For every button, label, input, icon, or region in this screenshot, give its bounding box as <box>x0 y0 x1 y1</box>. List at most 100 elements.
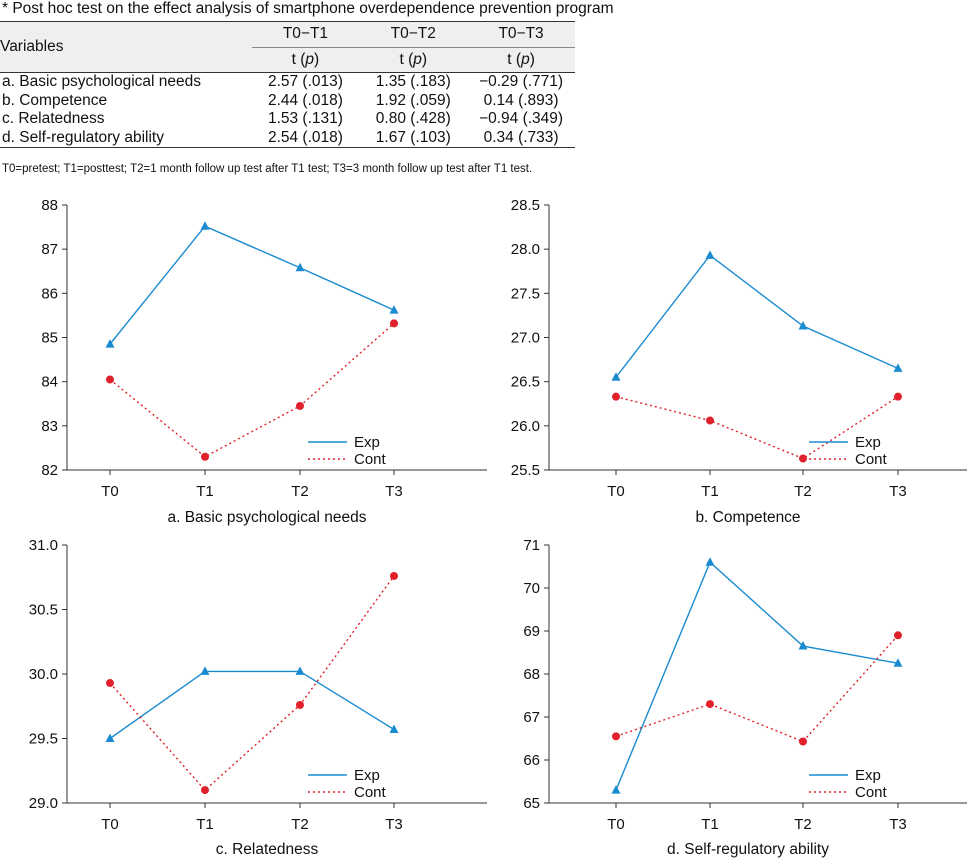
y-tick-label: 82 <box>41 462 58 479</box>
row-label: b. Competence <box>2 91 108 109</box>
header-variables: Variables <box>0 21 252 73</box>
x-tick-label: T3 <box>385 816 403 833</box>
y-tick-label: 85 <box>41 330 58 347</box>
data-point-cont <box>706 700 714 709</box>
x-tick-label: T1 <box>196 483 214 500</box>
legend-label-cont: Cont <box>354 784 387 801</box>
data-point-cont <box>296 401 304 410</box>
y-tick-label: 29.5 <box>29 731 58 748</box>
data-point-exp <box>105 733 115 742</box>
y-tick-label: 25.5 <box>511 462 540 479</box>
y-tick-label: 83 <box>41 418 58 435</box>
data-point-exp <box>389 305 399 314</box>
y-tick-label: 28.5 <box>511 197 540 214</box>
data-point-exp <box>611 372 621 381</box>
data-point-exp <box>389 724 399 733</box>
x-tick-label: T3 <box>889 483 907 500</box>
data-point-exp <box>295 666 305 675</box>
y-tick-label: 67 <box>523 709 540 726</box>
data-point-exp <box>705 557 715 566</box>
y-tick-label: 65 <box>523 795 540 812</box>
legend-label-exp: Exp <box>855 434 881 451</box>
chart-title: d. Self-regulatory ability <box>667 841 829 858</box>
data-point-cont <box>106 679 114 688</box>
header-sub-t-p: t (p) <box>359 47 468 73</box>
series-line-cont <box>109 322 395 458</box>
y-tick-label: 70 <box>523 580 540 597</box>
x-tick-label: T0 <box>607 816 625 833</box>
data-point-cont <box>612 732 620 741</box>
chart-title: a. Basic psychological needs <box>167 509 366 526</box>
row-value: 0.14 (.893) <box>483 91 559 109</box>
x-tick-label: T2 <box>291 483 309 500</box>
x-tick-label: T1 <box>196 816 214 833</box>
data-point-exp <box>798 641 808 650</box>
table-caption: * Post hoc test on the effect analysis o… <box>2 0 614 17</box>
header-sub-t-p: t (p) <box>467 47 575 73</box>
row-value: −0.94 (.349) <box>479 110 564 127</box>
x-tick-label: T0 <box>607 483 625 500</box>
row-label: a. Basic psychological needs <box>0 72 252 92</box>
legend-label-cont: Cont <box>354 451 387 468</box>
chart-title: b. Competence <box>695 509 800 526</box>
y-tick-label: 30.0 <box>29 666 58 683</box>
row-value: 0.80 (.428) <box>375 110 451 127</box>
series-line-exp <box>109 670 395 740</box>
data-point-exp <box>798 321 808 330</box>
y-tick-label: 26.0 <box>511 418 540 435</box>
header-col-t0-t1: T0−T1 <box>251 21 360 48</box>
data-point-cont <box>706 416 714 425</box>
data-point-cont <box>894 392 902 401</box>
legend-label-exp: Exp <box>855 767 881 784</box>
y-tick-label: 71 <box>523 537 540 554</box>
data-point-cont <box>201 786 209 795</box>
row-value: 2.54 (.018) <box>267 128 343 146</box>
row-value: 1.92 (.059) <box>375 91 451 109</box>
chart-title: c. Relatedness <box>216 841 319 858</box>
y-tick-label: 86 <box>41 285 58 302</box>
series-line-exp <box>109 225 395 345</box>
legend-label-exp: Exp <box>354 767 380 784</box>
legend-label-cont: Cont <box>855 451 888 468</box>
data-point-exp <box>893 658 903 667</box>
row-value: 1.53 (.131) <box>267 110 343 127</box>
row-label: d. Self-regulatory ability <box>2 128 164 146</box>
x-tick-label: T2 <box>291 816 309 833</box>
data-point-cont <box>106 375 114 384</box>
y-tick-label: 66 <box>523 752 540 769</box>
x-tick-label: T0 <box>101 816 119 833</box>
header-col-t0-t3: T0−T3 <box>467 21 575 48</box>
data-point-exp <box>200 221 210 230</box>
row-label: c. Relatedness <box>2 110 105 127</box>
header-sub-t-p: t (p) <box>251 47 360 73</box>
data-point-cont <box>390 571 398 580</box>
data-point-exp <box>105 339 115 348</box>
series-line-exp <box>615 561 899 791</box>
row-value: −0.29 (.771) <box>467 72 575 92</box>
post-hoc-table: Variables T0−T1 T0−T2 T0−T3 t (p) t (p) … <box>0 21 575 148</box>
row-value: 2.57 (.013) <box>251 72 360 92</box>
x-tick-label: T1 <box>701 483 719 500</box>
y-tick-label: 84 <box>41 374 58 391</box>
data-point-cont <box>799 737 807 746</box>
y-tick-label: 68 <box>523 666 540 683</box>
row-value: 0.34 (.733) <box>483 128 559 146</box>
row-value: 1.67 (.103) <box>375 128 451 146</box>
x-tick-label: T1 <box>701 816 719 833</box>
header-col-t0-t2: T0−T2 <box>359 21 468 48</box>
table-footnote: T0=pretest; T1=posttest; T2=1 month foll… <box>2 163 533 175</box>
y-tick-label: 31.0 <box>29 537 58 554</box>
series-line-cont <box>615 634 899 743</box>
y-tick-label: 87 <box>41 241 58 258</box>
legend-label-exp: Exp <box>354 434 380 451</box>
data-point-cont <box>894 631 902 640</box>
table-row: a. Basic psychological needs 2.57 (.013)… <box>0 72 575 92</box>
data-point-exp <box>611 785 621 794</box>
table-row: d. Self-regulatory ability 2.54 (.018) 1… <box>0 129 575 148</box>
data-point-exp <box>295 262 305 272</box>
y-tick-label: 27.0 <box>511 330 540 347</box>
y-tick-label: 27.5 <box>511 285 540 302</box>
y-tick-label: 29.0 <box>29 795 58 812</box>
y-tick-label: 28.0 <box>511 241 540 258</box>
